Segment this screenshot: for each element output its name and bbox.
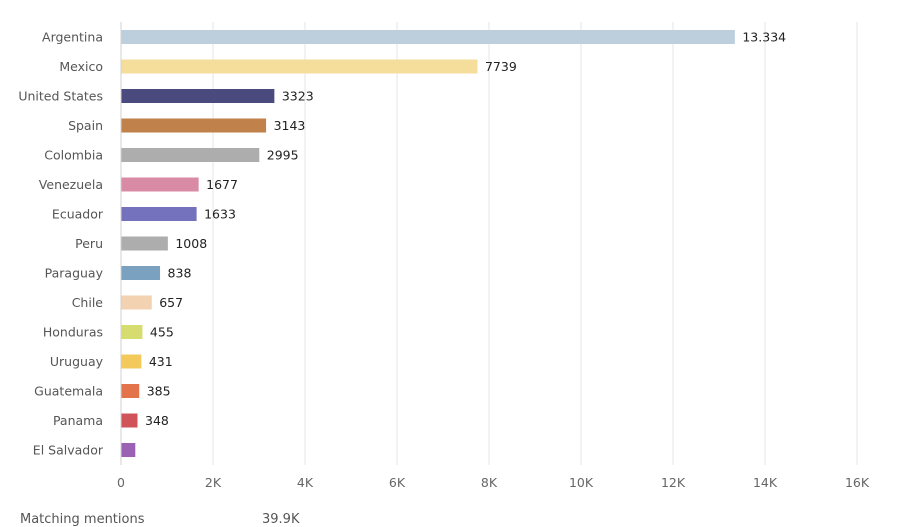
category-label-paraguay: Paraguay — [45, 266, 104, 281]
x-tick-label: 16K — [845, 475, 870, 490]
x-tick-label: 2K — [205, 475, 222, 490]
footer-label: Matching mentions — [20, 512, 145, 527]
category-label-colombia: Colombia — [44, 148, 103, 163]
bar-honduras — [121, 325, 143, 339]
value-label-spain: 3143 — [274, 118, 306, 133]
value-label-colombia: 2995 — [267, 148, 299, 163]
bar-el-salvador — [121, 443, 136, 457]
category-label-spain: Spain — [68, 118, 103, 133]
x-tick-label: 0 — [117, 475, 125, 490]
value-label-peru: 1008 — [175, 236, 207, 251]
x-tick-label: 14K — [753, 475, 778, 490]
category-label-el-salvador: El Salvador — [33, 443, 104, 458]
value-label-guatemala: 385 — [147, 384, 171, 399]
bar-spain — [121, 118, 267, 133]
bar-united-states — [121, 89, 275, 103]
category-label-ecuador: Ecuador — [52, 207, 104, 222]
x-tick-label: 4K — [297, 475, 314, 490]
category-label-uruguay: Uruguay — [50, 354, 104, 369]
footer-value: 39.9K — [262, 512, 300, 527]
bar-colombia — [121, 148, 260, 162]
category-label-peru: Peru — [75, 236, 103, 251]
value-labels: 13.334 7739 3323 3143 2995 1677 1633 1008 838 657… — [145, 30, 786, 429]
value-label-chile: 657 — [159, 295, 183, 310]
x-axis-ticks: 0 2K 4K 6K 8K 10K 12K 14K 16K — [117, 475, 870, 490]
x-tick-label: 6K — [389, 475, 406, 490]
value-label-argentina: 13.334 — [742, 30, 786, 45]
bar-peru — [121, 236, 168, 251]
x-tick-label: 10K — [569, 475, 594, 490]
bar-chile — [121, 295, 152, 310]
bar-ecuador — [121, 207, 197, 221]
category-labels: Argentina Mexico United States Spain Colombi… — [18, 30, 104, 458]
grid-lines — [120, 22, 858, 465]
category-label-united-states: United States — [18, 89, 103, 104]
value-label-uruguay: 431 — [149, 354, 173, 369]
bar-chart: Argentina Mexico United States Spain Colombi… — [18, 22, 870, 490]
bar-paraguay — [121, 266, 161, 280]
category-label-argentina: Argentina — [42, 30, 103, 45]
bar-venezuela — [121, 177, 199, 192]
category-label-mexico: Mexico — [59, 59, 103, 74]
category-label-guatemala: Guatemala — [34, 384, 103, 399]
category-label-venezuela: Venezuela — [39, 177, 103, 192]
value-label-ecuador: 1633 — [204, 207, 236, 222]
value-label-united-states: 3323 — [282, 89, 314, 104]
bar-guatemala — [121, 384, 140, 398]
value-label-mexico: 7739 — [485, 59, 517, 74]
value-label-honduras: 455 — [150, 325, 174, 340]
bar-uruguay — [121, 354, 142, 369]
bars — [121, 30, 735, 457]
x-tick-label: 12K — [661, 475, 686, 490]
category-label-honduras: Honduras — [43, 325, 103, 340]
bar-argentina — [121, 30, 735, 44]
value-label-paraguay: 838 — [168, 266, 192, 281]
category-label-panama: Panama — [53, 413, 103, 428]
category-label-chile: Chile — [72, 295, 104, 310]
value-label-panama: 348 — [145, 413, 169, 428]
value-label-venezuela: 1677 — [206, 177, 238, 192]
x-tick-label: 8K — [481, 475, 498, 490]
bar-mexico — [121, 59, 478, 74]
bar-panama — [121, 413, 138, 428]
